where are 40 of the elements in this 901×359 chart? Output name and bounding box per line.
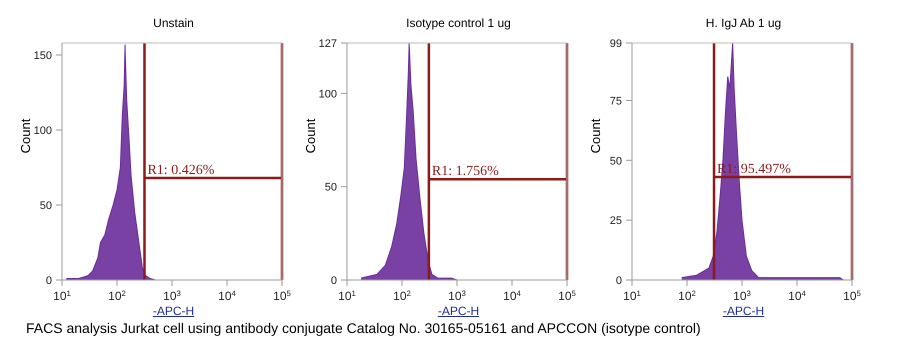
y-tick-label: 50: [610, 155, 622, 168]
y-tick-label: 100: [318, 88, 337, 100]
x-tick-label: 10$^{2}$: [678, 288, 696, 303]
x-tick-label: 10$^{1}$: [623, 288, 641, 303]
x-tick-label: 10$^{1}$: [338, 288, 356, 303]
y-tick-label: 25: [610, 215, 622, 228]
y-axis-title: Count: [588, 118, 603, 154]
y-tick-label: 75: [610, 95, 622, 108]
x-tick-label: 10$^{2}$: [393, 288, 411, 303]
chart-title: Unstain: [152, 16, 195, 32]
x-tick-label: 10$^{4}$: [218, 288, 237, 303]
x-tick-label: 10$^{5}$: [558, 288, 577, 303]
x-tick-label: 10$^{5}$: [843, 288, 862, 303]
x-axis-title: -APC-H: [722, 304, 766, 318]
y-tick-label: 0: [46, 275, 52, 287]
annotation: R1: 1.756%: [432, 164, 500, 180]
x-tick-label: 10$^{4}$: [788, 288, 807, 303]
x-tick-label: 10$^{1}$: [53, 288, 71, 303]
x-axis-title: -APC-H: [436, 304, 480, 318]
x-tick-label: 10$^{3}$: [448, 288, 466, 303]
chart-title: Isotype control 1 ug: [405, 16, 512, 32]
y-tick-label: 50: [324, 182, 337, 194]
y-tick-label: 99: [610, 38, 622, 50]
x-tick-label: 10$^{4}$: [503, 288, 522, 303]
x-tick-label: 10$^{3}$: [163, 288, 181, 303]
y-axis-title: Count: [303, 118, 318, 154]
annotation: R1: 0.426%: [147, 163, 215, 178]
y-tick-label: 127: [318, 38, 337, 50]
x-axis-title: -APC-H: [152, 304, 196, 318]
y-tick-label: 100: [34, 125, 52, 137]
y-tick-label: 150: [34, 50, 52, 62]
chart-title: H. IgJ Ab 1 ug: [704, 16, 782, 32]
y-tick-label: 0: [330, 275, 337, 287]
y-tick-label: 50: [40, 200, 52, 212]
y-tick-label: 0: [616, 275, 622, 287]
x-tick-label: 10$^{3}$: [733, 288, 751, 303]
x-tick-label: 10$^{5}$: [273, 288, 292, 303]
text: FACS analysis Jurkat cell using antibody conjugate Catalog No. 30165-05161 and APCCON (isotype control): [26, 320, 701, 336]
y-axis-title: Count: [18, 118, 33, 154]
x-tick-label: 10$^{2}$: [108, 288, 126, 303]
